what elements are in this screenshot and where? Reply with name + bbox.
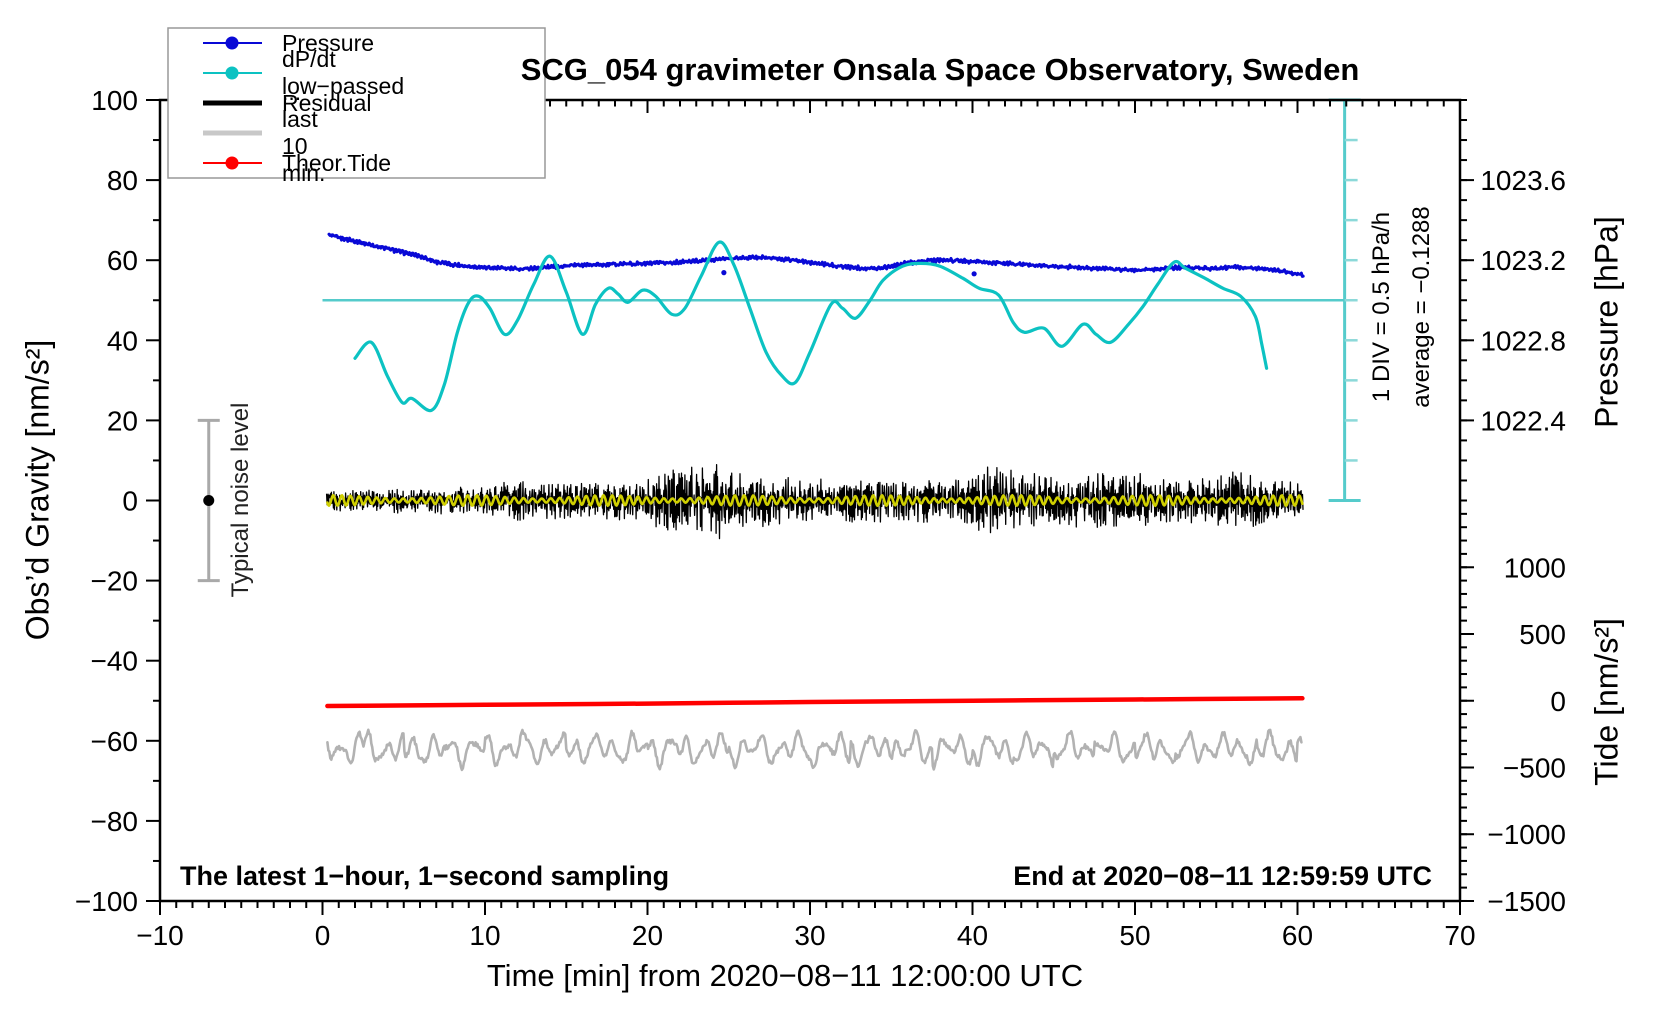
series-theor-tide — [325, 696, 1305, 709]
svg-text:20: 20 — [107, 405, 138, 436]
svg-text:1000: 1000 — [1504, 552, 1566, 583]
legend-box — [167, 27, 546, 179]
svg-text:50: 50 — [1119, 920, 1150, 951]
svg-text:30: 30 — [794, 920, 825, 951]
svg-text:0: 0 — [1550, 686, 1566, 717]
svg-text:−1000: −1000 — [1487, 819, 1566, 850]
page-title: SCG_054 gravimeter Onsala Space Observat… — [520, 52, 1360, 87]
svg-text:10: 10 — [469, 920, 500, 951]
scalebar-caption: 1 DIV = 0.5 hPa/h — [1368, 211, 1395, 403]
noise-level-marker — [197, 418, 220, 583]
svg-text:60: 60 — [107, 245, 138, 276]
svg-text:1023.2: 1023.2 — [1480, 245, 1566, 276]
series-last-10-min — [326, 728, 1303, 772]
svg-text:40: 40 — [107, 325, 138, 356]
noise-level-label: Typical noise level — [227, 402, 254, 598]
sampling-note: The latest 1−hour, 1−second sampling — [180, 861, 670, 891]
svg-text:1022.8: 1022.8 — [1480, 325, 1566, 356]
series-dpdt-lowpassed — [353, 240, 1269, 413]
svg-text:20: 20 — [632, 920, 663, 951]
svg-text:−10: −10 — [136, 920, 184, 951]
svg-text:0: 0 — [122, 486, 138, 517]
svg-text:−60: −60 — [91, 726, 139, 757]
svg-text:−1500: −1500 — [1487, 886, 1566, 917]
y-axis-tide-label: Tide [nm/s²] — [1588, 618, 1625, 786]
end-time-note: End at 2020−08−11 12:59:59 UTC — [1013, 861, 1432, 891]
svg-text:500: 500 — [1519, 619, 1566, 650]
svg-text:−80: −80 — [91, 806, 139, 837]
series-residual-smoothed — [326, 494, 1304, 507]
svg-text:1023.6: 1023.6 — [1480, 165, 1566, 196]
svg-text:60: 60 — [1282, 920, 1313, 951]
average-annotation: average = −0.1288 — [1408, 206, 1435, 408]
x-axis-label: Time [min] from 2020−08−11 12:00:00 UTC — [486, 958, 1084, 993]
legend-item-residual: Residual — [282, 89, 372, 116]
svg-text:−100: −100 — [75, 886, 138, 917]
series-pressure — [327, 232, 1305, 278]
y-axis-gravity-label: Obs’d Gravity [nm/s²] — [19, 339, 56, 641]
svg-text:100: 100 — [91, 85, 138, 116]
legend-item-pressure: Pressure — [282, 29, 375, 56]
series-residual — [325, 464, 1304, 540]
legend-item-tide: Theor.Tide — [282, 149, 392, 176]
svg-text:−500: −500 — [1503, 753, 1566, 784]
y-axis-pressure-label: Pressure [hPa] — [1588, 216, 1625, 428]
svg-text:1022.4: 1022.4 — [1480, 405, 1566, 436]
legend-item-last10: ... last 10 min. — [282, 79, 325, 186]
axes-frame: −10 0 10 20 30 40 50 60 70−100−80−60−40−20020406… — [75, 85, 1566, 951]
svg-text:80: 80 — [107, 165, 138, 196]
svg-text:−40: −40 — [91, 646, 139, 677]
svg-text:40: 40 — [957, 920, 988, 951]
svg-text:0: 0 — [315, 920, 331, 951]
svg-text:−20: −20 — [91, 566, 139, 597]
svg-text:70: 70 — [1444, 920, 1475, 951]
